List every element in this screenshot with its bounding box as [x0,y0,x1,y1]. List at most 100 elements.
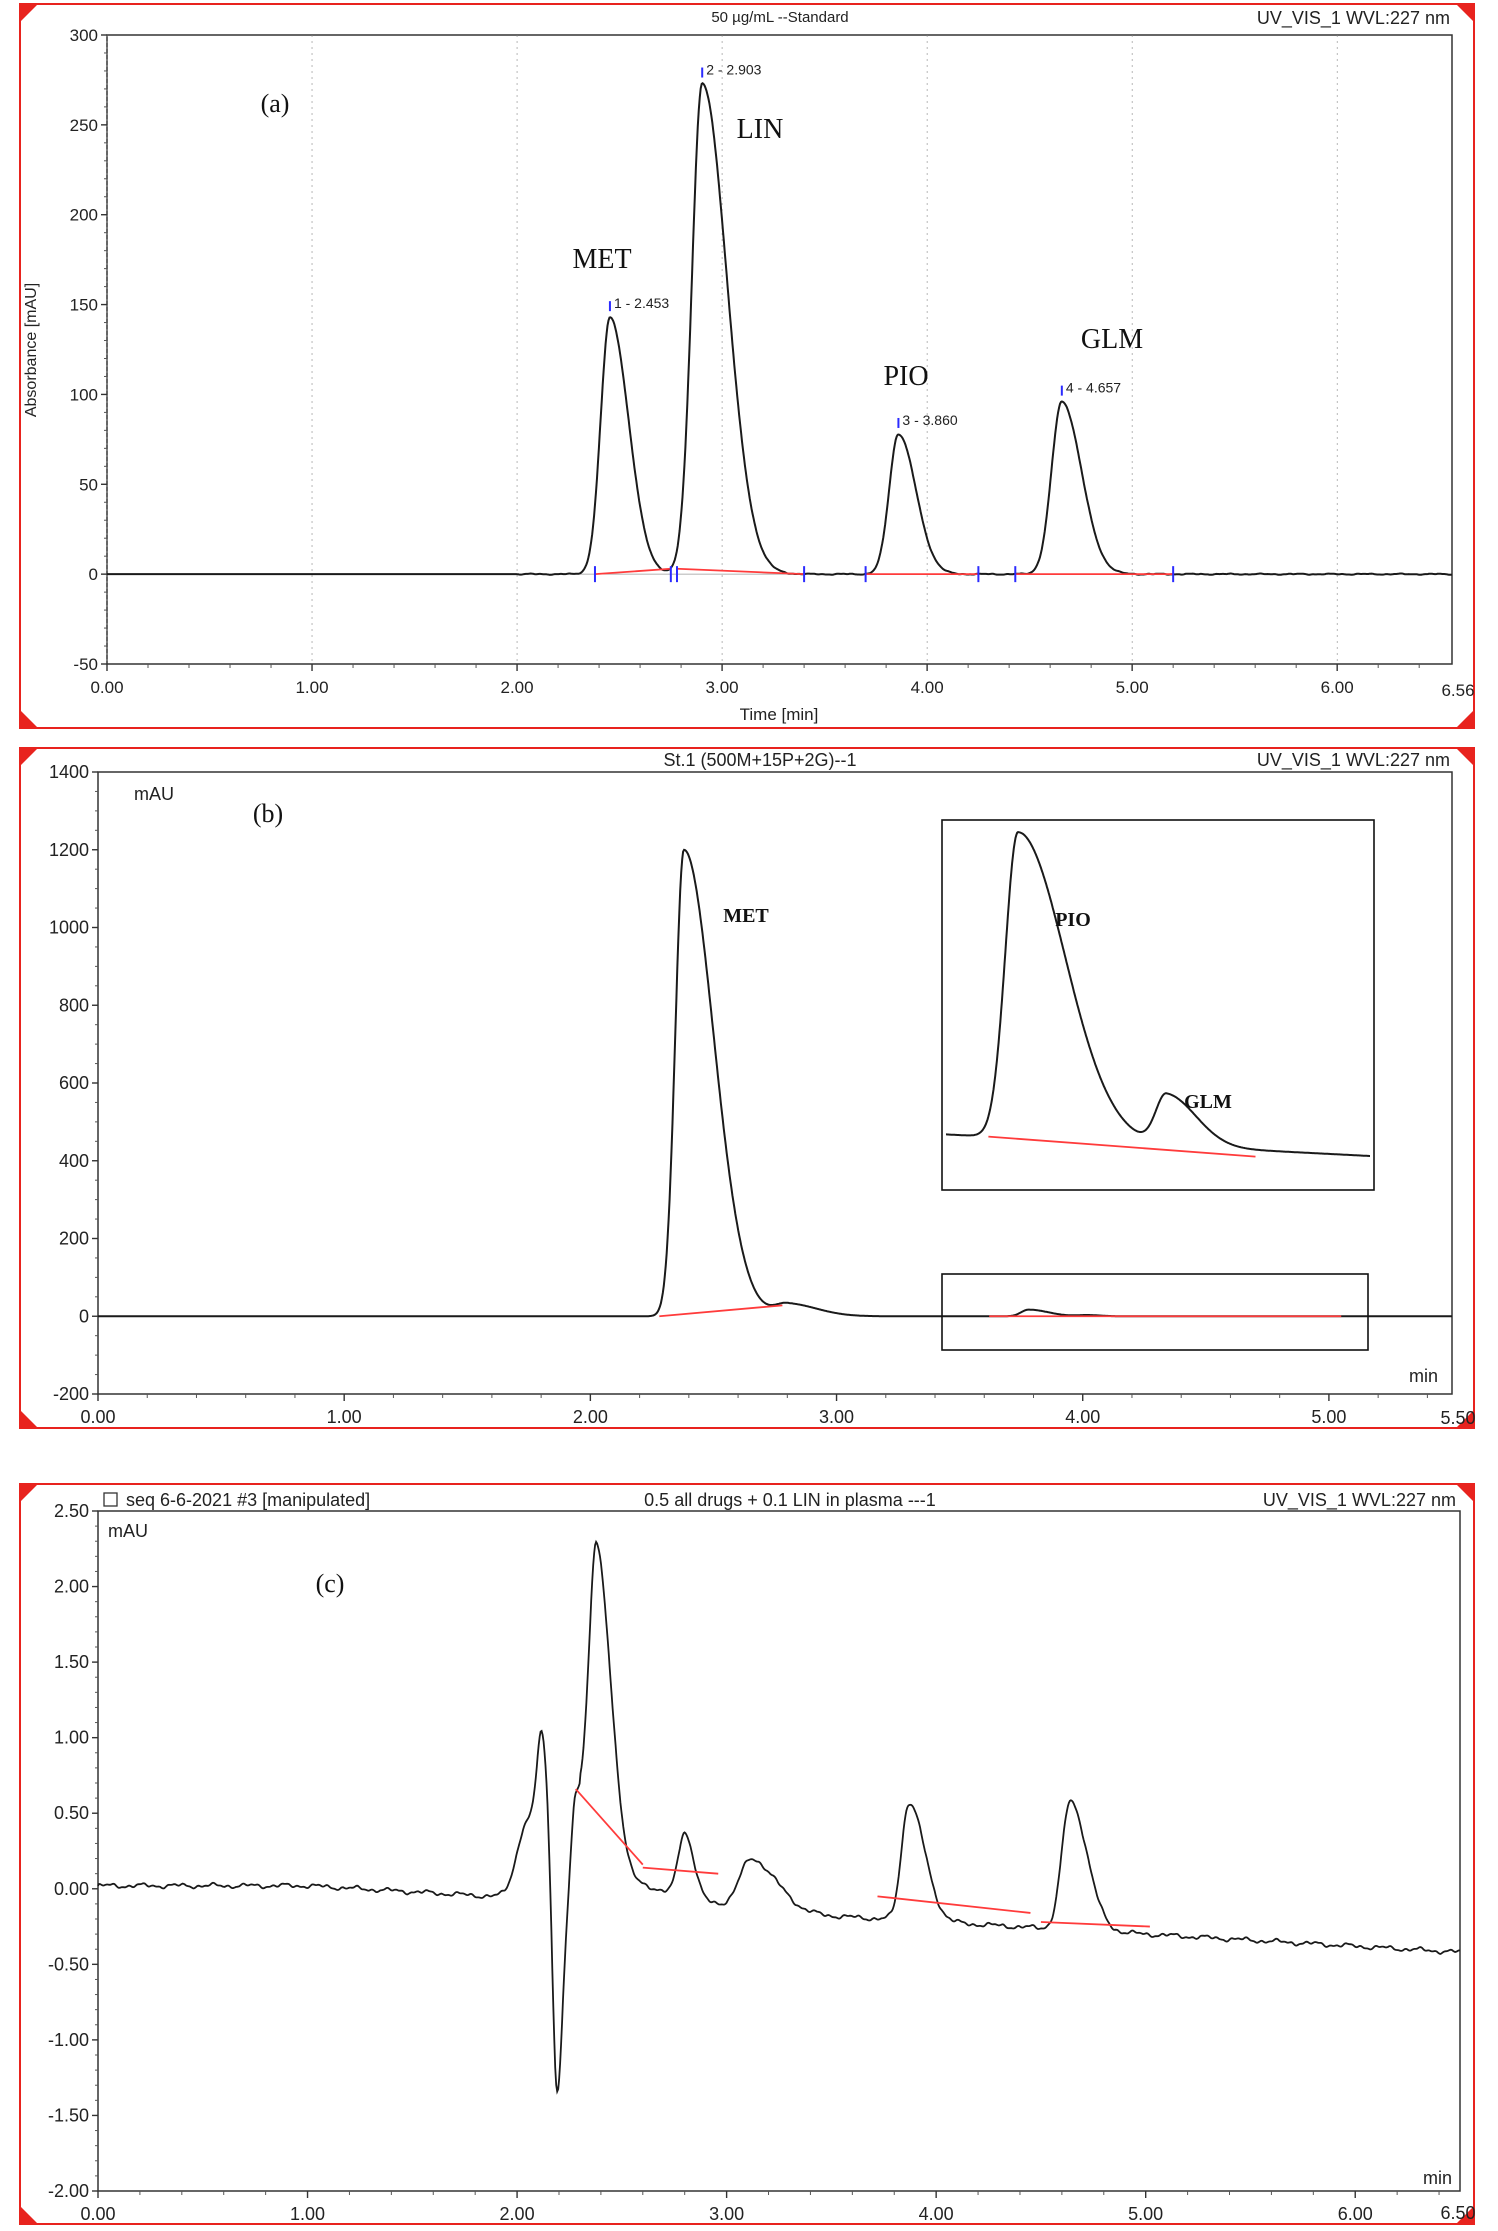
y-tick-label: 1400 [49,762,89,782]
panel-a-corner-br [1456,710,1474,728]
panel-b-corner-bl [20,1410,38,1428]
compound-label-pio: PIO [883,361,928,392]
y-tick-label: 150 [70,296,98,315]
x-tick-label: 5.00 [1128,2204,1163,2224]
panel-c-x-tick-labels: 0.00 1.00 2.00 3.00 4.00 5.00 6.00 [80,2204,1372,2224]
y-tick-label: 200 [59,1229,89,1249]
panel-b-title: St.1 (500M+15P+2G)--1 [663,750,856,770]
panel-c-frame [19,1483,1475,2225]
panel-c-title: 0.5 all drugs + 0.1 LIN in plasma ---1 [644,1490,936,1510]
panel-b-corner-tl [20,748,38,766]
y-tick-label: -50 [73,655,98,674]
panel-c-panel-label: (c) [316,1569,345,1598]
y-tick-label: 100 [70,385,98,404]
sequence-icon [103,1492,118,1507]
x-tick-label: 4.00 [919,2204,954,2224]
peak-annotation: 3 - 3.860 [902,412,957,428]
panel-c-chromatogram-trace [97,1539,1460,2095]
compound-label-glm: GLM [1081,324,1143,355]
y-tick-label: 0 [89,565,98,584]
panel-c-y-tick-labels: -2.00 -1.50 -1.00 -0.50 0.00 0.50 1.00 1.50 2.00… [48,1501,89,2201]
y-tick-label: 1.50 [54,1652,89,1672]
panel-b: -200 0 200 400 600 800 1000 1200 1400 0.00 1.00 2.… [19,747,1476,1429]
panel-c-x-end-label: 6.50 [1440,2203,1475,2223]
x-tick-label: 5.00 [1311,1407,1346,1427]
x-tick-label: 3.00 [819,1407,854,1427]
panel-b-inset-frame [941,819,1375,1191]
panel-b-y-tick-labels: -200 0 200 400 600 800 1000 1200 1400 [49,762,89,1404]
panel-b-inset: PIO GLM [941,819,1375,1191]
integration-baseline [877,1895,1031,1914]
x-tick-label: 3.00 [709,2204,744,2224]
x-tick-label: 2.00 [573,1407,608,1427]
compound-label-lin: LIN [737,114,784,145]
panel-a-compound-labels: MET LIN PIO GLM [572,114,1143,392]
panel-c-sequence: seq 6-6-2021 #3 [manipulated] [126,1490,370,1510]
x-tick-label: 1.00 [295,678,328,697]
y-tick-label: 600 [59,1073,89,1093]
panel-b-integration-baselines [659,1304,1342,1318]
x-tick-label: 1.00 [290,2204,325,2224]
panel-b-detector: UV_VIS_1 WVL:227 nm [1257,750,1450,771]
panel-b-tick-marks [92,771,1428,1401]
panel-b-zoom-region [941,1273,1369,1351]
integration-baseline [1040,1921,1150,1928]
panel-a-peak-delimiters [593,67,1175,583]
y-tick-label: -200 [53,1384,89,1404]
panel-c-corner-tl [20,1484,38,1502]
x-tick-label: 3.00 [706,678,739,697]
x-tick-label: 5.00 [1116,678,1149,697]
peak-annotation: 2 - 2.903 [706,62,761,78]
panel-a: -50 0 50 100 150 200 250 300 0.00 1.00 2.00 3.00 4.… [19,3,1475,729]
panel-a-title: 50 µg/mL --Standard [711,9,848,26]
x-tick-label: 2.00 [500,2204,535,2224]
x-tick-label: 2.00 [501,678,534,697]
y-tick-label: -0.50 [48,1954,89,1974]
panel-b-x-tick-labels: 0.00 1.00 2.00 3.00 4.00 5.00 [80,1407,1346,1427]
panel-a-x-tick-labels: 0.00 1.00 2.00 3.00 4.00 5.00 6.00 [90,678,1353,697]
panel-c-corner-bl [20,2206,38,2224]
panel-c-corner-tr [1456,1484,1474,1502]
panel-a-integration-baselines [594,567,1174,576]
x-tick-label: 1.00 [327,1407,362,1427]
y-tick-label: 0.50 [54,1803,89,1823]
compound-label-met-b: MET [723,905,769,927]
panel-c: -2.00 -1.50 -1.00 -0.50 0.00 0.50 1.00 1.50 2.00… [19,1483,1476,2225]
y-tick-label: 2.00 [54,1577,89,1597]
y-tick-label: 0 [79,1306,89,1326]
peak-annotation: 4 - 4.657 [1066,380,1121,396]
panel-a-chromatogram-trace [107,82,1453,576]
integration-baseline [594,567,671,576]
panel-c-x-unit-label: min [1423,2168,1452,2188]
compound-label-met: MET [572,244,631,275]
x-tick-label: 6.00 [1321,678,1354,697]
y-tick-label: 400 [59,1151,89,1171]
panel-c-detector: UV_VIS_1 WVL:227 nm [1263,1490,1456,1511]
integration-baseline [676,567,805,576]
panel-a-detector: UV_VIS_1 WVL:227 nm [1257,8,1450,29]
y-tick-label: 800 [59,995,89,1015]
x-tick-label: 0.00 [90,678,123,697]
peak-annotation: 1 - 2.453 [614,295,669,311]
y-tick-label: 1.00 [54,1728,89,1748]
panel-b-x-unit-label: min [1409,1366,1438,1386]
compound-label-glm-b: GLM [1184,1091,1232,1113]
integration-baseline [659,1304,783,1318]
x-tick-label: 0.00 [80,1407,115,1427]
panel-a-panel-label: (a) [261,89,290,118]
panel-a-corner-tl [20,4,38,22]
integration-baseline [642,1866,719,1875]
panel-a-frame [19,3,1475,729]
y-tick-label: 250 [70,116,98,135]
y-tick-label: 200 [70,206,98,225]
panel-b-inset-trace [946,831,1370,1157]
y-tick-label: 300 [70,26,98,45]
panel-b-corner-tr [1456,748,1474,766]
y-tick-label: -1.50 [48,2105,89,2125]
y-tick-label: 1000 [49,918,89,938]
panel-a-tick-marks [101,34,1420,671]
panel-c-integration-baselines [575,1788,1150,1928]
integration-baseline [575,1788,644,1866]
y-tick-label: 2.50 [54,1501,89,1521]
